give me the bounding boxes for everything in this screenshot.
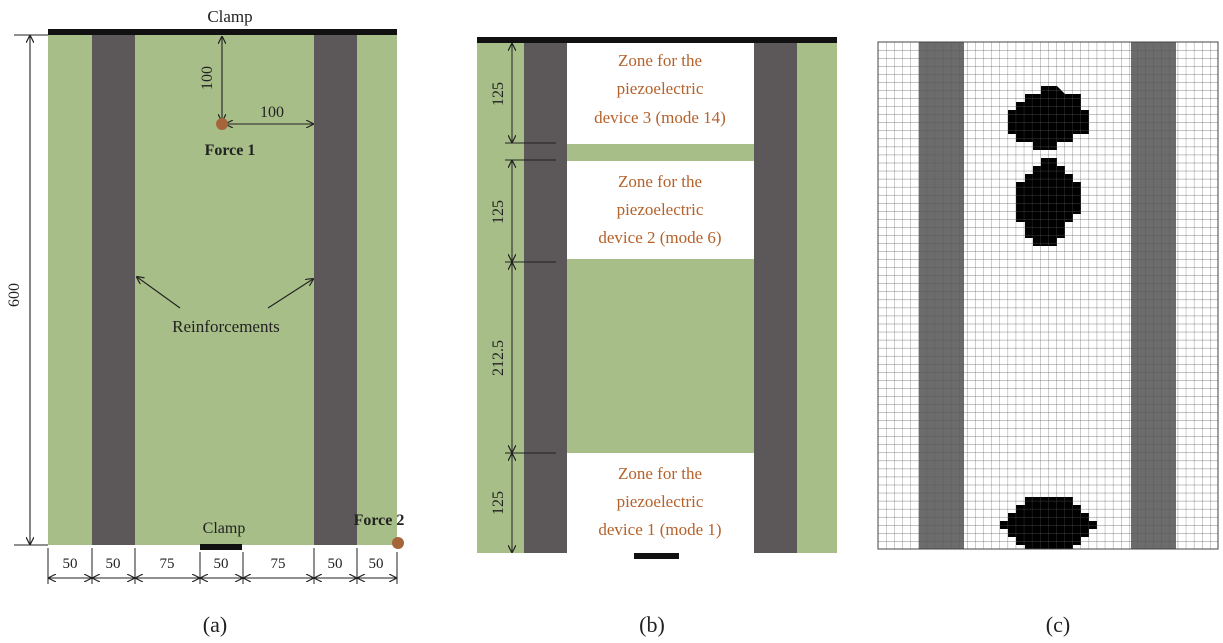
panel-a: Clamp 600 100 100 Force 1 Reinforcements… [6,7,404,637]
zone-2-line-2: piezoelectric [617,200,704,219]
reinforcement-right-b [754,43,797,553]
clamp-top-label: Clamp [207,7,252,26]
caption-b: (b) [639,612,665,637]
dim-seg-3-label: 75 [160,556,175,572]
mesh-border [877,41,1219,550]
zone-2-line-1: Zone for the [618,172,702,191]
clamp-bottom-bar [200,544,242,550]
dim-seg-1-label: 50 [63,556,78,572]
dim-600-label: 600 [6,283,23,307]
clamp-bottom-label: Clamp [203,520,246,537]
clamp-bottom-bar-b [634,553,679,559]
clamp-top-bar-b [477,37,837,43]
caption-a: (a) [203,612,227,637]
dim-seg-6-label: 50 [328,556,343,572]
force-1-marker [216,118,228,130]
dim-zone1-label: 125 [490,491,507,515]
panel-b: Zone for the piezoelectric device 3 (mod… [477,37,837,637]
zone-2 [567,161,754,259]
dim-seg-2-label: 50 [106,556,121,572]
dim-gap-label: 212.5 [490,340,507,376]
reinforcement-left-b [524,43,567,553]
zone-1 [567,453,754,553]
force-2-marker [392,537,404,549]
force-2-label: Force 2 [354,512,405,529]
zone-1-line-3: device 1 (mode 1) [598,520,721,539]
dim-seg-4-label: 50 [214,556,229,572]
mesh-grid [878,42,1218,549]
dim-zone2-label: 125 [490,200,507,224]
dim-100-vertical-label: 100 [199,66,216,90]
zone-3-line-2: piezoelectric [617,79,704,98]
zone-3-line-1: Zone for the [618,51,702,70]
panel-c: (c) [877,41,1219,637]
dim-seg-7-label: 50 [369,556,384,572]
reinforcements-label: Reinforcements [172,317,280,336]
force-1-label: Force 1 [205,142,256,159]
reinforcement-left [92,35,135,545]
reinforcement-arrow-left [137,277,181,309]
caption-c: (c) [1046,612,1070,637]
dim-zone3-label: 125 [490,82,507,106]
zone-3 [567,43,754,144]
zone-3-line-3: device 3 (mode 14) [594,108,726,127]
reinforcement-arrow-right [267,279,313,309]
clamp-top-bar [48,29,397,35]
dim-100-horizontal-label: 100 [260,104,284,121]
zone-1-line-1: Zone for the [618,464,702,483]
zone-2-line-3: device 2 (mode 6) [598,228,721,247]
dim-seg-5-label: 75 [271,556,286,572]
zone-1-line-2: piezoelectric [617,492,704,511]
reinforcement-right [314,35,357,545]
